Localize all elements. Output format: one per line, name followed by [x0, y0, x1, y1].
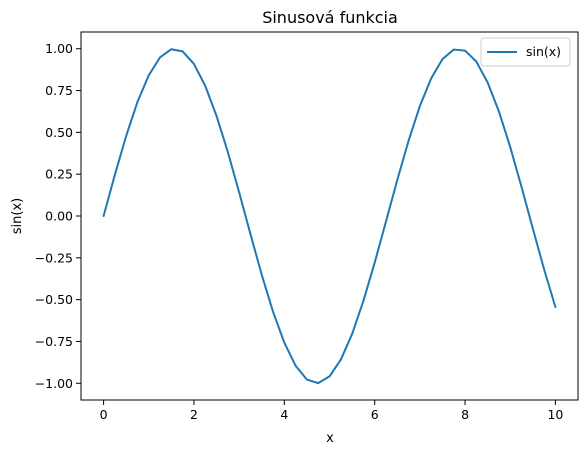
y-tick-label: −0.75	[35, 334, 73, 349]
y-axis-label: sin(x)	[10, 198, 25, 234]
y-tick-label: 0.75	[45, 83, 73, 98]
x-tick-label: 6	[371, 407, 379, 422]
series-line-0	[102, 48, 557, 385]
y-tick-label: −1.00	[35, 376, 73, 391]
x-tick-label: 2	[190, 407, 198, 422]
y-tick-label: 0.00	[45, 209, 73, 224]
x-axis-label: x	[326, 431, 334, 446]
series-layer	[102, 48, 557, 385]
x-tick-label: 8	[461, 407, 469, 422]
y-tick-label: −0.50	[35, 292, 73, 307]
x-tick-label: 10	[547, 407, 563, 422]
plot-area	[80, 31, 579, 401]
y-tick-label: 0.50	[45, 125, 73, 140]
legend-box	[480, 37, 571, 67]
axis-ticks: 0 2 4 6 8 10 1.00 0.75 0.50 0.25 0.00 −0.25 −0.50 −0.…	[35, 41, 564, 422]
legend: sin(x)	[480, 37, 571, 67]
legend-label: sin(x)	[526, 44, 561, 59]
x-tick-label: 0	[100, 407, 108, 422]
y-tick-label: −0.25	[35, 250, 73, 265]
chart-title: Sinusová funkcia	[262, 8, 398, 27]
y-tick-label: 1.00	[45, 41, 73, 56]
x-tick-label: 4	[280, 407, 288, 422]
y-tick-label: 0.25	[45, 167, 73, 182]
